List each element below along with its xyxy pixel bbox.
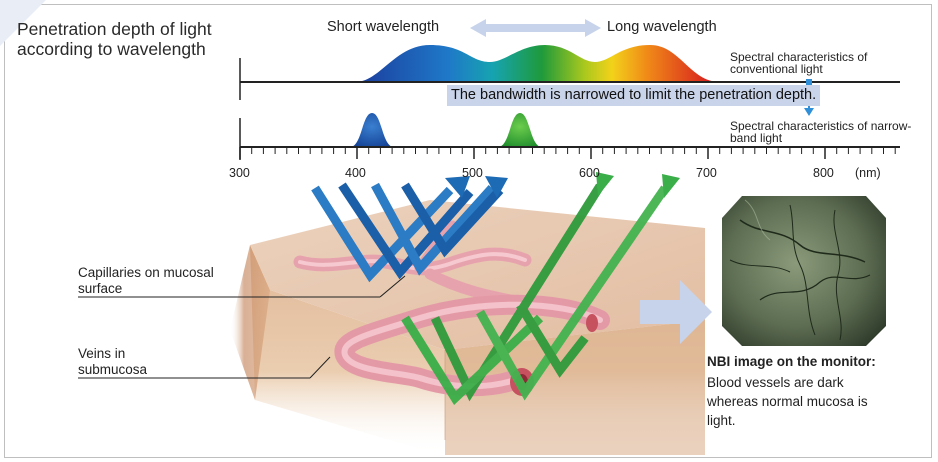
tick-label: 700 <box>696 166 717 180</box>
blue-light-rays <box>311 182 504 283</box>
narrowband-light-label: Spectral characteristics of narrow-band … <box>730 119 912 145</box>
green-arrowheads <box>596 172 680 198</box>
tick-label: 400 <box>345 166 366 180</box>
conventional-light-label: Spectral characteristics of conventional… <box>730 50 868 76</box>
axis-unit: (nm) <box>855 166 881 180</box>
bandwidth-note: The bandwidth is narrowed to limit the p… <box>447 85 821 106</box>
nbi-heading: NBI image on the monitor: <box>707 354 876 369</box>
nbi-description: Blood vessels are dark whereas normal mu… <box>707 375 868 428</box>
corner-decoration <box>0 0 46 46</box>
short-wavelength-label: Short wavelength <box>327 19 440 35</box>
nbi-monitor-image <box>722 196 886 346</box>
capillaries-label: Capillaries on mucosal surface <box>78 265 214 296</box>
veins-label: Veins in submucosa <box>78 346 148 377</box>
green-light-rays <box>401 183 669 406</box>
wavelength-direction-arrow <box>470 19 601 37</box>
tick-label: 600 <box>579 166 600 180</box>
tick-label: 300 <box>229 166 250 180</box>
figure-title: Penetration depth of light according to … <box>17 19 212 59</box>
axis-ticks <box>239 147 896 159</box>
long-wavelength-label: Long wavelength <box>607 19 717 35</box>
label-leader-lines <box>78 275 406 379</box>
figure-frame <box>4 4 932 458</box>
tick-label: 800 <box>813 166 834 180</box>
conventional-spectrum <box>239 45 900 100</box>
result-arrow <box>640 280 712 344</box>
blue-arrowheads <box>445 176 508 198</box>
tick-label: 500 <box>462 166 483 180</box>
